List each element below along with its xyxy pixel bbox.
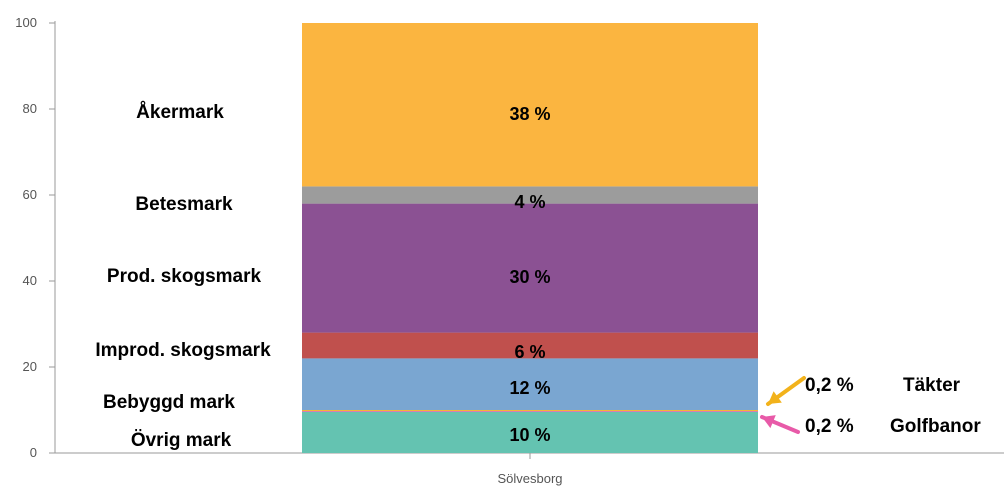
y-tick-label: 0 [30,445,37,460]
y-tick-label: 100 [15,15,37,30]
arrowhead-täkter [768,391,782,404]
callout-value-golfbanor: 0,2 % [805,416,854,437]
arrowhead-golfbanor [762,415,776,429]
bar-segment-betesmark [302,186,758,204]
segment-name-åkermark: Åkermark [136,102,224,123]
segment-name-betesmark: Betesmark [135,194,233,215]
bar-segment-improd-skogsmark [302,332,758,359]
callout-name-golfbanor: Golfbanor [890,416,981,437]
bar-segment-prod-skogsmark [302,203,758,333]
segment-value-övrig-mark: 10 % [509,425,550,445]
y-tick-label: 60 [23,187,37,202]
axes: 0 20 40 60 80 100 Sölvesborg [15,15,1004,486]
segment-name-bebyggd-mark: Bebyggd mark [103,392,235,413]
y-tick-label: 20 [23,359,37,374]
bar-segment-golfbanor [302,410,758,412]
segment-value-betesmark: 4 % [514,192,545,212]
bar-segment-övrig-mark [302,411,758,453]
bar-segment-täkter [302,410,758,411]
callouts: 0,2 % Täkter 0,2 % Golfbanor [760,375,981,437]
y-tick-label: 40 [23,273,37,288]
bar-segment-åkermark [302,23,758,187]
bar-segments [302,23,758,453]
callout-value-täkter: 0,2 % [805,375,854,396]
segment-value-improd-skogsmark: 6 % [514,342,545,362]
segment-value-åkermark: 38 % [509,104,550,124]
bar-segment-bebyggd-mark [302,358,758,410]
segment-name-improd-skogsmark: Improd. skogsmark [95,340,271,361]
segment-labels: 10 % Övrig mark 12 % Bebyggd mark 6 % Improd.… [95,102,550,451]
segment-value-bebyggd-mark: 12 % [509,378,550,398]
callout-name-täkter: Täkter [903,375,961,396]
segment-name-övrig-mark: Övrig mark [131,430,232,451]
segment-name-prod-skogsmark: Prod. skogsmark [107,266,262,287]
y-tick-label: 80 [23,101,37,116]
segment-value-prod-skogsmark: 30 % [509,267,550,287]
x-category-label: Sölvesborg [497,471,562,486]
